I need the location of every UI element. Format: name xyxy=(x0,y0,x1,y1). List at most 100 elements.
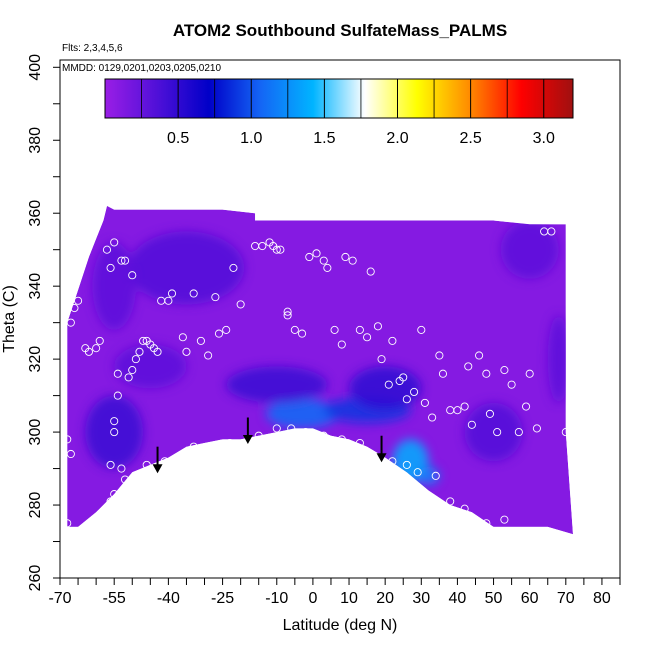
x-tick-label: -25 xyxy=(211,590,234,607)
data-point xyxy=(113,369,122,378)
data-point xyxy=(413,468,422,477)
y-tick-label: 320 xyxy=(27,346,44,373)
data-point xyxy=(467,420,476,429)
y-axis-label: Theta (C) xyxy=(1,285,18,353)
x-axis-label: Latitude (deg N) xyxy=(283,617,398,634)
data-point xyxy=(70,304,79,313)
chart-title: ATOM2 Southbound SulfateMass_PALMS xyxy=(173,21,507,40)
data-point xyxy=(66,318,75,327)
data-point xyxy=(464,362,473,371)
y-tick-label: 340 xyxy=(27,273,44,300)
data-point xyxy=(453,406,462,415)
data-point xyxy=(120,475,130,484)
data-point xyxy=(348,256,357,265)
data-point xyxy=(189,442,198,451)
data-point xyxy=(110,238,119,247)
data-point xyxy=(204,351,213,360)
data-point xyxy=(507,380,516,389)
colorbar-tick-label: 1.0 xyxy=(240,130,262,147)
data-point xyxy=(236,300,245,309)
y-tick-label: 260 xyxy=(27,565,44,592)
data-point xyxy=(366,267,375,276)
data-point xyxy=(525,369,534,378)
data-point xyxy=(139,336,148,345)
data-point xyxy=(113,391,122,400)
data-point xyxy=(128,366,137,375)
down-arrow xyxy=(242,417,253,445)
data-point xyxy=(402,395,411,404)
x-tick-label: 60 xyxy=(521,590,539,607)
y-tick-label: 360 xyxy=(27,200,44,227)
data-point xyxy=(301,428,310,437)
x-tick-label: 80 xyxy=(593,590,611,607)
data-point xyxy=(355,325,364,334)
field-blob xyxy=(128,231,245,305)
data-point xyxy=(514,428,523,437)
data-point xyxy=(164,296,173,305)
data-point xyxy=(153,347,162,356)
data-point xyxy=(399,373,408,382)
data-point xyxy=(229,263,238,272)
observation-points xyxy=(63,227,570,528)
data-point xyxy=(305,252,314,262)
data-point xyxy=(167,289,177,298)
data-point xyxy=(312,249,321,258)
flights-note: Flts: 2,3,4,5,6 xyxy=(62,43,123,54)
data-point xyxy=(120,256,130,265)
data-point xyxy=(196,336,205,345)
data-point xyxy=(142,460,151,469)
arrows xyxy=(152,417,387,474)
x-tick-label: 70 xyxy=(557,590,575,607)
data-point xyxy=(117,464,126,473)
data-point xyxy=(522,402,531,411)
data-point xyxy=(337,435,346,444)
data-point xyxy=(438,369,448,378)
data-point xyxy=(377,355,386,364)
colorbar-tick-label: 2.0 xyxy=(386,130,408,147)
data-point xyxy=(211,293,220,302)
data-point xyxy=(388,336,397,345)
data-point xyxy=(290,325,299,334)
data-point xyxy=(95,336,104,345)
data-point xyxy=(110,417,119,426)
data-point xyxy=(258,241,267,251)
data-point xyxy=(117,256,126,265)
colorbar-tick-label: 0.5 xyxy=(167,130,189,147)
data-point xyxy=(106,263,115,272)
data-point xyxy=(182,347,191,356)
field-blob xyxy=(265,399,339,429)
data-point xyxy=(319,256,328,265)
data-point xyxy=(446,497,455,506)
colorbar-tick-label: 2.5 xyxy=(460,130,482,147)
data-point xyxy=(66,449,75,459)
field-blob xyxy=(349,366,422,411)
data-point xyxy=(500,366,509,375)
data-point xyxy=(84,347,93,356)
data-point xyxy=(254,431,263,440)
x-tick-label: 40 xyxy=(449,590,467,607)
data-point xyxy=(110,490,119,499)
x-tick-label: -55 xyxy=(103,590,126,607)
x-tick-label: -70 xyxy=(48,590,71,607)
colorbar: 0.5 1.0 1.5 2.0 2.5 3.0 xyxy=(104,78,574,147)
data-point xyxy=(482,519,491,528)
data-point xyxy=(106,497,115,506)
data-point xyxy=(460,402,469,411)
data-point xyxy=(287,424,296,433)
data-point xyxy=(178,333,187,342)
data-point xyxy=(341,252,350,262)
data-point xyxy=(124,373,133,382)
x-tick-label: 20 xyxy=(376,590,394,607)
data-point xyxy=(420,398,429,407)
data-point xyxy=(283,307,292,316)
y-axis: 260 280 300 320 340 360 380 400 xyxy=(27,54,60,592)
dates-note: MMDD: 0129,0201,0203,0205,0210 xyxy=(62,63,221,74)
data-point xyxy=(323,263,332,272)
field-blob xyxy=(226,366,328,403)
colorbar-tick-label: 3.0 xyxy=(533,130,555,147)
data-point xyxy=(431,471,440,480)
data-point xyxy=(384,380,393,389)
x-tick-label: -40 xyxy=(157,590,180,607)
colorbar-tick-label: 1.5 xyxy=(313,130,335,147)
down-arrow xyxy=(152,446,163,474)
